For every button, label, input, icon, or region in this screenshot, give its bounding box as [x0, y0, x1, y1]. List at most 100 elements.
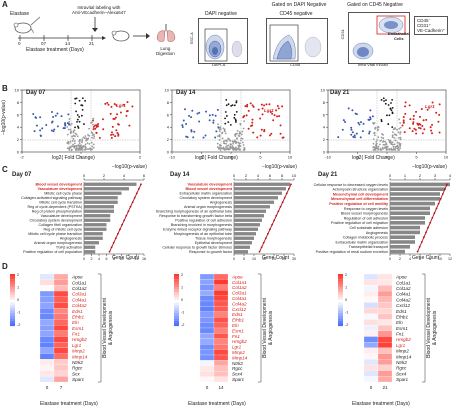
- volcano-point-up: [115, 129, 118, 132]
- volcano-point: [92, 117, 95, 120]
- c-category-label: Cell substrate adhesion: [349, 226, 388, 230]
- volcano-point: [88, 134, 91, 137]
- d-heatmap-cell: [213, 306, 229, 312]
- volcano-point: [227, 144, 230, 147]
- c-bar: [390, 245, 410, 249]
- volcano-point-up: [270, 132, 273, 135]
- volcano-point-highlight: [386, 114, 388, 117]
- d-gene-label: Hmgb2: [232, 339, 247, 344]
- volcano-point-up: [404, 112, 407, 115]
- volcano-point: [223, 142, 225, 144]
- c-xlabel-2: Gene Count: [262, 255, 289, 261]
- volcano-point-highlight: [380, 118, 383, 121]
- volcano-point-up: [423, 128, 426, 131]
- c-bar: [234, 245, 250, 249]
- d-legend-cell: [174, 279, 179, 282]
- d-legend-label: 0: [345, 298, 347, 302]
- d-heatmap-cell: [53, 330, 69, 337]
- volcano-point: [73, 142, 76, 145]
- d-heatmap-cell: [199, 333, 215, 339]
- y-tick-label: 2: [323, 137, 326, 142]
- c-pvalue-point: [433, 212, 436, 215]
- c-bottom-tick-label: 16: [142, 257, 146, 261]
- volcano-point: [90, 141, 93, 144]
- c-pvalue-point: [281, 201, 284, 204]
- d-legend-cell: [174, 287, 179, 290]
- volcano-point: [237, 134, 240, 137]
- gate-x-label: DAPI-A: [212, 62, 226, 67]
- volcano-point: [86, 139, 88, 141]
- d-heatmap-cell: [363, 376, 379, 383]
- volcano-point-up: [412, 121, 415, 124]
- c-category-label: Response to transforming growth factor b…: [159, 214, 233, 218]
- flow-density: [204, 28, 243, 62]
- volcano-point: [398, 149, 401, 151]
- d-legend-cell: [10, 279, 15, 282]
- d-gene-label: Efnb1: [396, 314, 408, 319]
- d-legend-cell: [338, 313, 343, 316]
- volcano-point-down: [204, 134, 207, 137]
- d-heatmap-cell: [377, 370, 393, 377]
- volcano-point: [221, 132, 224, 135]
- volcano-point-up: [415, 110, 418, 113]
- d-heatmap-cell: [363, 364, 379, 371]
- d-legend-cell: [10, 318, 15, 321]
- d-legend-cell: [10, 323, 15, 327]
- volcano-point-up: [246, 103, 249, 106]
- c-top-tick-label: 2: [419, 173, 422, 178]
- volcano-point: [228, 138, 230, 141]
- c-bottom-tick-label: 4: [98, 257, 100, 261]
- volcano-point: [91, 145, 93, 148]
- c-bar: [84, 187, 129, 191]
- volcano-point-down: [347, 107, 350, 110]
- d-heatmap-cell: [199, 360, 215, 366]
- y-tick-label: 0: [323, 150, 326, 155]
- volcano-point-down: [192, 136, 195, 139]
- d-xlabel-3: Elastase treatment (Days): [352, 401, 410, 407]
- volcano-point: [238, 149, 241, 151]
- d-gene-label: Sparc: [72, 377, 85, 382]
- c-bar: [84, 196, 118, 200]
- volcano-point-highlight: [74, 97, 77, 100]
- volcano-ylabel: −log10(p-value): [1, 100, 7, 135]
- c-bottom-tick-label: 0: [389, 257, 391, 261]
- volcano-point: [72, 137, 75, 140]
- volcano-point: [69, 132, 72, 135]
- volcano-point: [393, 143, 396, 146]
- d-gene-label: Apoe: [231, 274, 243, 279]
- volcano-point: [82, 145, 85, 148]
- d-legend-cell: [10, 287, 15, 290]
- volcano-point-down: [198, 111, 201, 114]
- c-bottom-tick-label: 6: [106, 257, 108, 261]
- volcano-point: [217, 147, 220, 150]
- volcano-point: [399, 122, 402, 124]
- d-heatmap-cell: [199, 365, 215, 372]
- d-heatmap-cell: [213, 338, 229, 345]
- volcano-point-up: [92, 128, 95, 131]
- volcano-point: [374, 127, 376, 130]
- volcano-point-up: [92, 119, 95, 122]
- d-heatmap-cell: [377, 319, 393, 326]
- d-gene-label: Eln: [232, 323, 239, 328]
- volcano-point: [399, 133, 402, 135]
- c-top-tick-label: 0: [83, 173, 86, 178]
- d-legend-cell: [174, 274, 179, 277]
- c-day-3: Day 21: [318, 172, 338, 178]
- c-bottom-tick-label: 10: [438, 257, 442, 261]
- d-heatmap-cell: [53, 336, 69, 343]
- d-gene-label: Ntrk2: [72, 360, 83, 365]
- d-heatmap-cell: [363, 302, 379, 309]
- d-gene-label: Mmp14: [396, 354, 412, 359]
- c-top-tick-label: 6: [269, 173, 272, 178]
- d-heatmap-cell: [213, 354, 229, 361]
- d-heatmap-cell: [53, 353, 69, 360]
- volcano-point-up: [438, 113, 441, 116]
- d-gene-label: Col1a2: [396, 286, 411, 291]
- volcano-point-up: [112, 117, 115, 120]
- c-bar: [234, 200, 274, 204]
- d-legend-label: 1: [181, 286, 183, 290]
- c-pvalue-point: [114, 237, 117, 240]
- volcano-point-up: [422, 119, 425, 122]
- d-heatmap-cell: [363, 319, 379, 326]
